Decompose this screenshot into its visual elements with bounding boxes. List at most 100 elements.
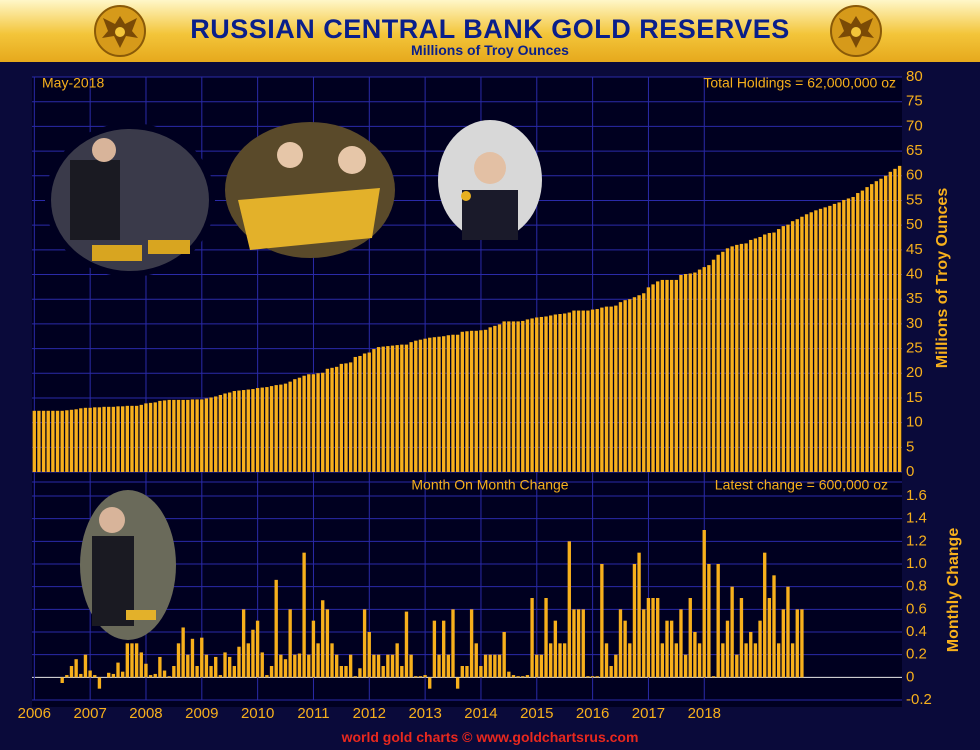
holdings-bar: [539, 316, 544, 472]
change-bar: [781, 609, 785, 678]
top-y-tick-label: 30: [906, 315, 923, 332]
change-bar: [786, 586, 790, 678]
change-bar: [702, 530, 706, 678]
holdings-bar: [69, 409, 74, 472]
holdings-bar: [721, 251, 725, 472]
change-bar: [321, 600, 325, 678]
holdings-bar: [93, 407, 97, 472]
holdings-bar: [823, 207, 827, 472]
holdings-bar: [688, 273, 692, 472]
holdings-bar: [139, 404, 143, 472]
holdings-bar: [562, 313, 567, 472]
holdings-bar: [228, 392, 232, 472]
latest-change-label: Latest change = 600,000 oz: [715, 477, 888, 493]
top-y-tick-label: 65: [906, 142, 923, 159]
change-bar: [200, 637, 204, 678]
holdings-bar: [818, 208, 823, 473]
change-bar: [479, 666, 483, 678]
axes: 0 5 10 15 20 25 30 35 40 45 50 55 60 65 70 75 80 -0.2 0 0.2…: [18, 68, 932, 722]
holdings-bar: [60, 410, 64, 472]
holdings-bar: [846, 198, 851, 472]
holdings-bar: [693, 272, 697, 472]
change-bar: [562, 643, 567, 678]
change-bar: [767, 598, 772, 678]
change-bar: [460, 666, 464, 678]
change-bar: [400, 666, 404, 678]
holdings-bar: [483, 329, 488, 472]
holdings-bar: [493, 325, 497, 472]
holdings-bar: [656, 281, 660, 472]
change-bar: [604, 643, 609, 678]
holdings-bar: [348, 362, 353, 472]
holdings-bar: [623, 300, 627, 472]
holdings-bar: [739, 243, 744, 472]
holdings-bar: [809, 212, 813, 472]
holdings-bar: [381, 346, 385, 472]
bottom-y-tick-label: 1.0: [906, 555, 927, 572]
change-bar: [125, 643, 130, 678]
holdings-bar: [614, 305, 618, 472]
change-bar: [618, 609, 623, 678]
holdings-bar: [330, 367, 334, 472]
top-y-tick-label: 15: [906, 389, 923, 406]
holdings-bar: [702, 267, 706, 472]
holdings-bar: [251, 389, 255, 472]
change-bar: [404, 611, 409, 678]
change-bar: [632, 564, 637, 678]
holdings-bar: [763, 234, 767, 472]
change-bar: [116, 662, 120, 678]
change-bar: [330, 643, 334, 678]
top-y-tick-label: 70: [906, 117, 923, 134]
change-bar: [316, 643, 320, 678]
chart-canvas: 0 5 10 15 20 25 30 35 40 45 50 55 60 65 70 75 80 -0.2 0 0.2…: [17, 67, 962, 722]
x-tick-label: 2016: [576, 705, 609, 722]
holdings-bar: [83, 407, 88, 472]
change-bar: [381, 666, 385, 678]
bottom-y-axis-title: Monthly Change: [945, 528, 962, 653]
holdings-bar: [260, 387, 264, 472]
holdings-bar: [307, 374, 311, 472]
holdings-bar: [372, 349, 376, 472]
holdings-bar: [549, 315, 553, 472]
change-bar: [134, 643, 139, 678]
top-y-tick-label: 5: [906, 438, 914, 455]
change-bar: [586, 676, 590, 678]
change-bar: [549, 643, 553, 678]
change-bar: [181, 627, 185, 678]
x-tick-label: 2009: [185, 705, 218, 722]
holdings-bar: [665, 279, 669, 472]
holdings-bar: [860, 190, 865, 472]
top-y-tick-label: 55: [906, 191, 923, 208]
holdings-bar: [186, 399, 190, 472]
holdings-bar: [442, 336, 446, 472]
holdings-bar: [525, 319, 530, 472]
change-bar: [223, 652, 227, 678]
holdings-bar: [660, 279, 665, 472]
holdings-bar: [279, 384, 283, 472]
holdings-bar: [897, 165, 902, 472]
footer-credit: world gold charts © www.goldchartsrus.co…: [341, 729, 639, 745]
change-bar: [139, 652, 143, 678]
change-bar: [172, 666, 176, 678]
holdings-bar: [646, 287, 651, 472]
holdings-bar: [116, 406, 120, 472]
holdings-bar: [414, 340, 418, 472]
change-bar: [120, 671, 125, 678]
change-bar: [665, 620, 669, 678]
change-bar: [60, 677, 64, 683]
holdings-bar: [567, 312, 571, 472]
total-holdings-label: Total Holdings = 62,000,000 oz: [703, 74, 896, 90]
holdings-bar: [781, 226, 785, 472]
holdings-bar: [502, 321, 506, 472]
change-bar: [465, 666, 469, 678]
change-bar: [107, 672, 111, 678]
holdings-bar: [804, 214, 809, 472]
change-bar: [697, 643, 702, 678]
x-tick-label: 2007: [73, 705, 106, 722]
change-bar: [283, 659, 288, 678]
holdings-bar: [125, 405, 130, 472]
holdings-bar: [214, 396, 218, 472]
change-bar: [656, 598, 660, 678]
change-bar: [302, 552, 306, 678]
x-tick-label: 2013: [408, 705, 441, 722]
